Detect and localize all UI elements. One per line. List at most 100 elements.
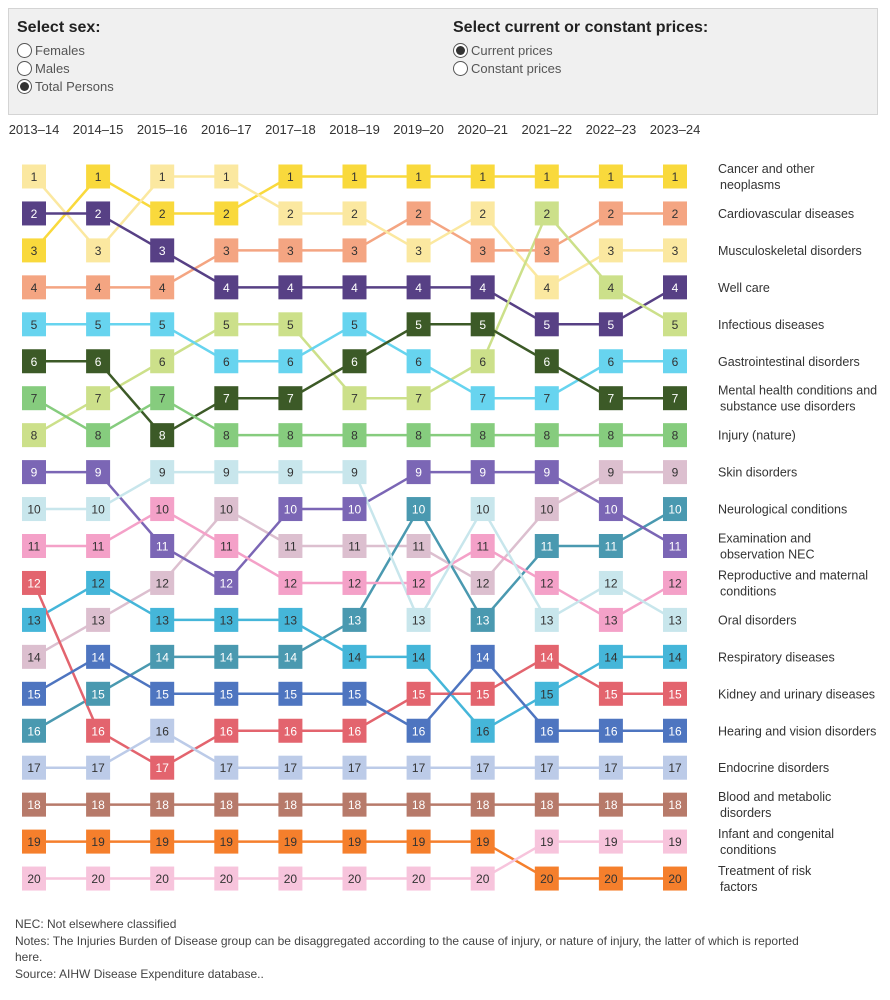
rank-marker[interactable] (278, 275, 303, 300)
rank-marker[interactable] (86, 349, 111, 374)
rank-marker[interactable] (470, 681, 495, 706)
rank-marker[interactable] (278, 755, 303, 780)
rank-marker[interactable] (663, 312, 687, 337)
rank-marker[interactable] (598, 201, 623, 226)
rank-marker[interactable] (214, 312, 239, 337)
rank-marker[interactable] (534, 829, 559, 854)
rank-marker[interactable] (663, 164, 687, 189)
radio-current-prices[interactable]: Current prices (453, 41, 708, 59)
radio-current-prices-indicator[interactable] (453, 42, 468, 58)
rank-marker[interactable] (663, 349, 687, 374)
rank-marker[interactable] (86, 386, 111, 411)
rank-marker[interactable] (214, 718, 239, 743)
radio-males[interactable]: Males (17, 59, 114, 77)
rank-marker[interactable] (598, 275, 623, 300)
rank-marker[interactable] (406, 164, 431, 189)
rank-marker[interactable] (470, 644, 495, 669)
rank-marker[interactable] (342, 607, 367, 632)
rank-marker[interactable] (150, 275, 175, 300)
rank-marker[interactable] (663, 423, 687, 448)
rank-marker[interactable] (342, 201, 367, 226)
rank-marker[interactable] (598, 718, 623, 743)
rank-marker[interactable] (278, 644, 303, 669)
rank-marker[interactable] (86, 681, 111, 706)
radio-total-persons-indicator[interactable] (17, 78, 32, 94)
rank-marker[interactable] (663, 275, 687, 300)
rank-marker[interactable] (86, 201, 111, 226)
rank-marker[interactable] (214, 497, 239, 522)
rank-marker[interactable] (342, 792, 367, 817)
rank-marker[interactable] (663, 718, 687, 743)
rank-marker[interactable] (598, 644, 623, 669)
rank-marker[interactable] (406, 423, 431, 448)
rank-marker[interactable] (22, 607, 46, 632)
rank-marker[interactable] (598, 312, 623, 337)
rank-marker[interactable] (598, 423, 623, 448)
rank-marker[interactable] (598, 755, 623, 780)
rank-marker[interactable] (150, 718, 175, 743)
rank-marker[interactable] (278, 534, 303, 558)
rank-marker[interactable] (214, 201, 239, 226)
rank-marker[interactable] (534, 534, 559, 558)
rank-marker[interactable] (22, 534, 46, 558)
rank-marker[interactable] (534, 644, 559, 669)
rank-marker[interactable] (663, 607, 687, 632)
rank-marker[interactable] (470, 570, 495, 595)
rank-marker[interactable] (214, 423, 239, 448)
rank-marker[interactable] (470, 275, 495, 300)
rank-marker[interactable] (470, 497, 495, 522)
rank-marker[interactable] (470, 164, 495, 189)
rank-marker[interactable] (534, 275, 559, 300)
rank-marker[interactable] (470, 423, 495, 448)
rank-marker[interactable] (406, 534, 431, 558)
rank-marker[interactable] (342, 238, 367, 263)
rank-marker[interactable] (214, 460, 239, 485)
rank-marker[interactable] (342, 644, 367, 669)
rank-marker[interactable] (22, 275, 46, 300)
rank-marker[interactable] (22, 312, 46, 337)
rank-marker[interactable] (86, 866, 111, 891)
rank-marker[interactable] (470, 312, 495, 337)
rank-marker[interactable] (86, 829, 111, 854)
rank-marker[interactable] (534, 718, 559, 743)
rank-marker[interactable] (470, 460, 495, 485)
rank-marker[interactable] (214, 792, 239, 817)
rank-marker[interactable] (663, 681, 687, 706)
rank-marker[interactable] (150, 386, 175, 411)
rank-marker[interactable] (86, 164, 111, 189)
rank-marker[interactable] (150, 423, 175, 448)
rank-marker[interactable] (150, 792, 175, 817)
rank-marker[interactable] (86, 497, 111, 522)
rank-marker[interactable] (598, 238, 623, 263)
rank-marker[interactable] (663, 201, 687, 226)
rank-marker[interactable] (150, 349, 175, 374)
rank-marker[interactable] (663, 570, 687, 595)
rank-marker[interactable] (534, 164, 559, 189)
rank-marker[interactable] (150, 460, 175, 485)
rank-marker[interactable] (342, 755, 367, 780)
rank-marker[interactable] (406, 386, 431, 411)
radio-females-indicator[interactable] (17, 42, 32, 58)
rank-marker[interactable] (342, 681, 367, 706)
rank-marker[interactable] (22, 386, 46, 411)
rank-marker[interactable] (278, 792, 303, 817)
rank-marker[interactable] (150, 866, 175, 891)
rank-marker[interactable] (214, 238, 239, 263)
rank-marker[interactable] (278, 681, 303, 706)
rank-marker[interactable] (534, 755, 559, 780)
rank-marker[interactable] (278, 570, 303, 595)
rank-marker[interactable] (598, 164, 623, 189)
rank-marker[interactable] (22, 866, 46, 891)
rank-marker[interactable] (278, 312, 303, 337)
rank-marker[interactable] (406, 607, 431, 632)
rank-marker[interactable] (598, 349, 623, 374)
rank-marker[interactable] (278, 423, 303, 448)
rank-marker[interactable] (406, 238, 431, 263)
rank-marker[interactable] (663, 755, 687, 780)
rank-marker[interactable] (22, 349, 46, 374)
rank-marker[interactable] (406, 201, 431, 226)
rank-marker[interactable] (150, 534, 175, 558)
rank-marker[interactable] (22, 792, 46, 817)
rank-marker[interactable] (22, 164, 46, 189)
rank-marker[interactable] (406, 755, 431, 780)
